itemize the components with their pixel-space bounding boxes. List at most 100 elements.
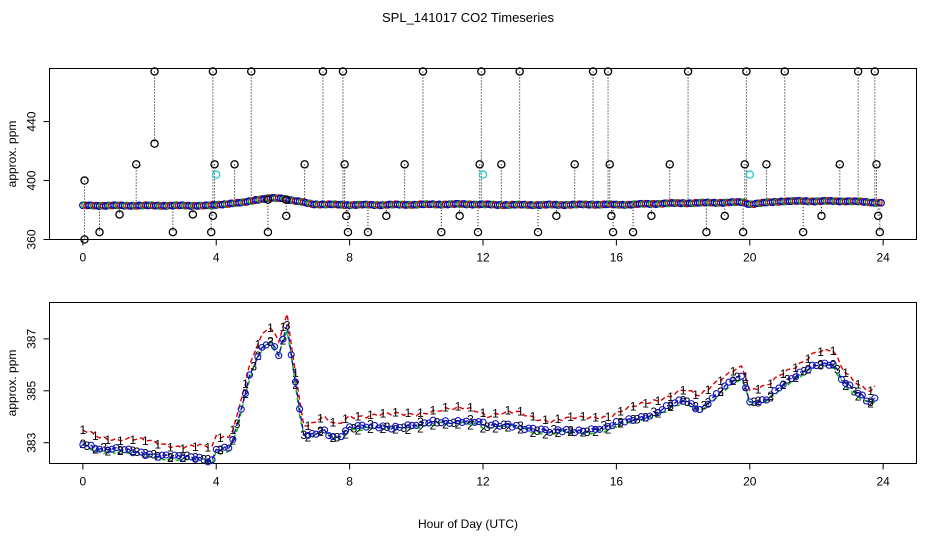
series-1-label-mark: 1 [430, 403, 437, 417]
series-3-point [129, 449, 137, 457]
series-1-label-mark: 1 [655, 394, 662, 408]
series-3-label-mark: 3 [284, 318, 291, 332]
series-3-point [145, 450, 154, 458]
series-3-point [862, 397, 871, 405]
outlier-point [80, 235, 89, 244]
outlier-point [607, 211, 616, 221]
series-1-label-mark: 1 [242, 377, 249, 391]
series-3-point [829, 360, 837, 368]
series-1-label-mark: 1 [417, 406, 424, 420]
top-xtick-label: 4 [213, 251, 220, 265]
series-2-label-mark: 2 [567, 425, 574, 439]
series-3-point [458, 418, 466, 427]
series-1-label-mark: 1 [217, 431, 224, 445]
series-1-label-mark: 1 [617, 405, 624, 419]
series-2-label-mark: 2 [755, 394, 762, 408]
series-3-label-mark: 3 [867, 395, 874, 409]
outlier-point [246, 67, 256, 76]
series-3-point [746, 398, 754, 406]
bottom-xtick-label: 24 [876, 475, 890, 489]
series-2-label-mark: 2 [580, 426, 587, 440]
series-3-label-mark: 3 [100, 440, 107, 454]
series-3-point [408, 421, 416, 429]
series-3-point [812, 362, 821, 370]
series-3-point [687, 400, 695, 408]
series-1-label-mark: 1 [280, 320, 287, 334]
series-3-point [521, 426, 529, 434]
series-3-point [137, 448, 145, 456]
outlier-point [150, 67, 159, 76]
series-2-label-mark: 2 [430, 419, 437, 433]
series-3-point [125, 445, 133, 453]
bottom-ytick-label: 385 [25, 380, 39, 400]
outlier-point [208, 211, 218, 221]
series-3-point [775, 384, 783, 392]
series-3-point [858, 391, 866, 399]
series-3-point [842, 379, 850, 387]
series-3-point [837, 375, 846, 383]
series-3-point [475, 418, 483, 426]
series-1-label-mark: 1 [255, 337, 262, 351]
series-1-label-mark: 1 [630, 400, 637, 414]
series-1-label-mark: 1 [267, 321, 274, 335]
series-3-point [446, 419, 454, 427]
series-3-point [379, 422, 387, 430]
series-3-point [658, 405, 666, 414]
series-3-label-mark: 3 [150, 447, 157, 461]
outlier-point [740, 160, 750, 169]
series-3-point [675, 396, 683, 404]
outlier-point [570, 160, 579, 169]
series-2-label-mark: 2 [655, 407, 662, 421]
series-3-point [537, 425, 545, 433]
series-3-label-mark: 3 [684, 395, 691, 409]
series-3-point [546, 428, 554, 437]
outlier-point [131, 160, 141, 169]
series-3-label-mark: 3 [217, 443, 224, 457]
outlier-point [835, 160, 845, 169]
outlier-point [418, 67, 428, 76]
series-1-label-mark: 1 [117, 434, 124, 448]
series-3-point [792, 373, 800, 381]
series-1-label-mark: 1 [380, 406, 387, 420]
series-3-point [246, 371, 254, 379]
series-2-label-mark: 2 [192, 450, 199, 464]
series-3-point [604, 423, 612, 431]
series-3-point [708, 394, 716, 402]
series-3-point [221, 443, 229, 451]
series-3-point [287, 351, 295, 359]
series-3-point [329, 433, 337, 441]
series-1-label-mark: 1 [342, 412, 349, 426]
outlier-point [95, 227, 104, 237]
series-3-label-mark: 3 [517, 419, 524, 433]
series-1-label-mark: 1 [555, 412, 562, 426]
series-3-point [787, 375, 796, 383]
outlier-point [817, 211, 826, 221]
series-2-label-mark: 2 [142, 446, 149, 460]
series-3-label-mark: 3 [500, 418, 507, 432]
series-1-label-mark: 1 [80, 423, 87, 437]
series-1-label-mark: 1 [480, 406, 487, 420]
outlier-point [477, 67, 486, 76]
series-2-label-mark: 2 [405, 423, 412, 437]
outlier-point [300, 160, 309, 169]
series-1-label-mark: 1 [492, 406, 499, 420]
series-2-label-mark: 2 [667, 400, 674, 414]
series-3-point [225, 444, 233, 452]
series-3-point [821, 359, 829, 367]
series-3-label-mark: 3 [417, 415, 424, 429]
series-3-point [575, 426, 583, 434]
series-2-label-mark: 2 [205, 453, 212, 467]
series-3-point [779, 381, 787, 389]
series-2-label-mark: 2 [305, 431, 312, 445]
series-3-point [412, 421, 420, 430]
series-3-label-mark: 3 [851, 384, 858, 398]
series-2-label-mark: 2 [530, 426, 537, 440]
outlier-point [702, 227, 711, 237]
bottom-ytick-label: 387 [25, 329, 39, 349]
series-3-point [120, 446, 129, 454]
series-3-point [308, 429, 316, 437]
series-3-label-mark: 3 [484, 420, 491, 434]
outlier-point [382, 211, 391, 221]
series-3-label-mark: 3 [200, 452, 207, 466]
series-1-label-mark: 1 [442, 401, 449, 415]
